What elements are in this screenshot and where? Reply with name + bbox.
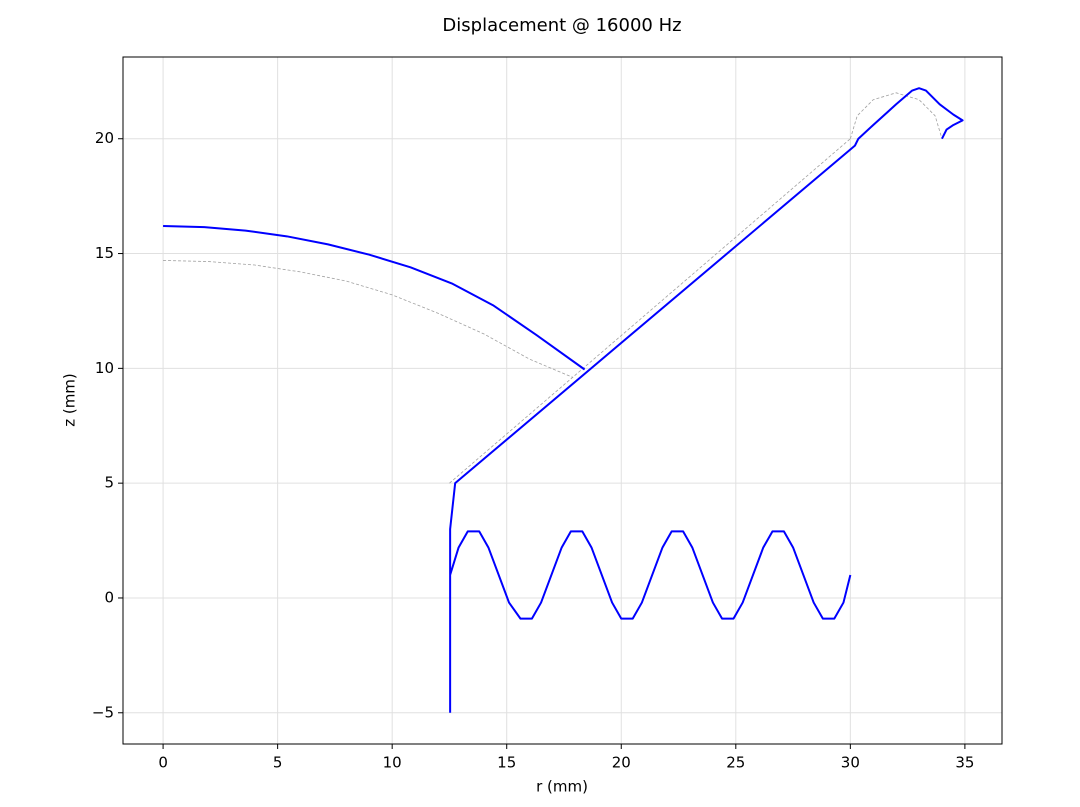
y-tick-label: 0 [104, 588, 114, 606]
y-tick-label: 5 [104, 474, 114, 492]
y-tick-label: 10 [95, 359, 114, 377]
x-tick-label: 15 [497, 754, 516, 772]
y-tick-label: −5 [92, 703, 114, 721]
y-tick-label: 15 [95, 244, 114, 262]
plot-frame [122, 56, 1003, 745]
x-tick-label: 10 [383, 754, 402, 772]
x-tick-label: 35 [955, 754, 974, 772]
y-axis-label: z (mm) [61, 373, 79, 427]
x-tick-label: 0 [158, 754, 168, 772]
x-tick-label: 25 [726, 754, 745, 772]
x-axis-label: r (mm) [536, 778, 588, 796]
chart-title: Displacement @ 16000 Hz [442, 15, 681, 36]
series-line [163, 87, 964, 713]
y-tick-label: 20 [95, 129, 114, 147]
x-tick-label: 20 [612, 754, 631, 772]
x-tick-label: 5 [273, 754, 283, 772]
series-line [163, 92, 943, 484]
x-tick-label: 30 [841, 754, 860, 772]
